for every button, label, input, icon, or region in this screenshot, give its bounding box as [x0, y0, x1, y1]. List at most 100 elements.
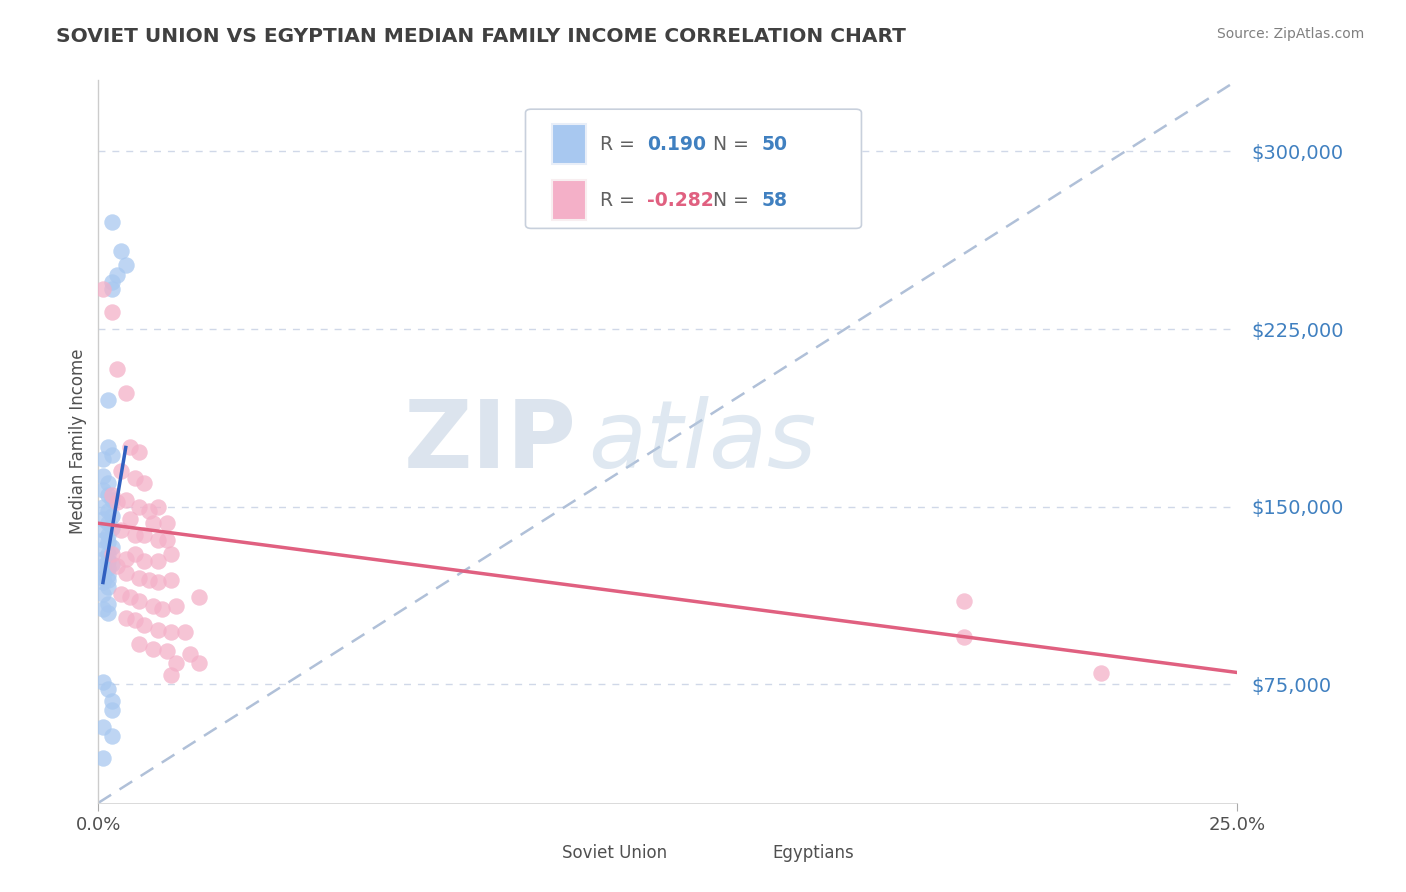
Point	[91, 542, 114, 557]
Point	[101, 509, 124, 524]
Point	[132, 554, 155, 568]
Point	[101, 540, 124, 554]
Point	[124, 547, 146, 561]
Point	[132, 528, 155, 542]
Point	[156, 533, 179, 547]
Point	[101, 730, 124, 744]
Point	[146, 554, 169, 568]
Point	[138, 573, 160, 587]
Point	[165, 656, 187, 670]
Point	[174, 625, 197, 640]
Point	[101, 488, 124, 502]
Text: 50: 50	[761, 135, 787, 153]
Point	[105, 268, 128, 282]
Point	[114, 258, 136, 272]
Point	[160, 547, 183, 561]
Point	[146, 575, 169, 590]
Point	[146, 500, 169, 514]
Point	[96, 607, 118, 621]
Point	[128, 500, 150, 514]
Text: N =: N =	[713, 191, 755, 210]
Point	[114, 566, 136, 580]
Point	[110, 244, 132, 258]
Text: Egyptians: Egyptians	[773, 845, 855, 863]
Point	[124, 614, 146, 628]
Point	[124, 528, 146, 542]
Point	[1090, 665, 1112, 680]
Point	[128, 637, 150, 651]
Point	[120, 590, 142, 604]
Point	[96, 561, 118, 575]
Point	[110, 587, 132, 601]
Point	[128, 571, 150, 585]
Point	[160, 668, 183, 682]
FancyBboxPatch shape	[551, 124, 586, 164]
Point	[91, 533, 114, 547]
FancyBboxPatch shape	[731, 837, 762, 871]
Point	[142, 516, 165, 531]
Point	[101, 305, 124, 319]
Point	[96, 504, 118, 518]
Point	[138, 504, 160, 518]
Text: Soviet Union: Soviet Union	[562, 845, 666, 863]
Y-axis label: Median Family Income: Median Family Income	[69, 349, 87, 534]
Point	[101, 521, 124, 535]
FancyBboxPatch shape	[526, 109, 862, 228]
Point	[187, 656, 209, 670]
Point	[142, 641, 165, 656]
Point	[91, 587, 114, 601]
Point	[101, 557, 124, 571]
Point	[101, 282, 124, 296]
Point	[91, 571, 114, 585]
Point	[150, 601, 173, 615]
Text: -0.282: -0.282	[647, 191, 714, 210]
FancyBboxPatch shape	[551, 180, 586, 220]
Point	[96, 475, 118, 490]
Point	[146, 623, 169, 637]
Text: Source: ZipAtlas.com: Source: ZipAtlas.com	[1216, 27, 1364, 41]
Point	[132, 475, 155, 490]
Point	[114, 492, 136, 507]
Point	[128, 445, 150, 459]
Point	[96, 393, 118, 408]
Point	[160, 625, 183, 640]
Point	[165, 599, 187, 614]
Point	[114, 611, 136, 625]
Text: 0.190: 0.190	[647, 135, 706, 153]
Point	[91, 558, 114, 573]
Point	[105, 362, 128, 376]
Point	[156, 516, 179, 531]
Point	[187, 590, 209, 604]
Text: 58: 58	[761, 191, 787, 210]
Point	[91, 675, 114, 690]
Point	[953, 630, 976, 644]
Point	[96, 441, 118, 455]
Point	[120, 441, 142, 455]
Point	[96, 580, 118, 594]
Text: N =: N =	[713, 135, 755, 153]
Point	[91, 566, 114, 580]
Point	[96, 488, 118, 502]
Text: atlas: atlas	[588, 396, 817, 487]
Point	[96, 597, 118, 611]
Point	[101, 703, 124, 717]
Text: ZIP: ZIP	[404, 395, 576, 488]
Point	[96, 682, 118, 697]
Point	[953, 594, 976, 608]
Point	[142, 599, 165, 614]
Point	[132, 618, 155, 632]
Text: R =: R =	[599, 191, 640, 210]
Point	[179, 647, 201, 661]
Point	[160, 573, 183, 587]
Point	[146, 533, 169, 547]
Point	[91, 452, 114, 467]
Point	[96, 573, 118, 587]
Point	[114, 386, 136, 401]
Point	[128, 594, 150, 608]
Text: SOVIET UNION VS EGYPTIAN MEDIAN FAMILY INCOME CORRELATION CHART: SOVIET UNION VS EGYPTIAN MEDIAN FAMILY I…	[56, 27, 905, 45]
Point	[91, 282, 114, 296]
Point	[96, 528, 118, 542]
Point	[120, 511, 142, 525]
Point	[96, 554, 118, 568]
Point	[91, 500, 114, 514]
